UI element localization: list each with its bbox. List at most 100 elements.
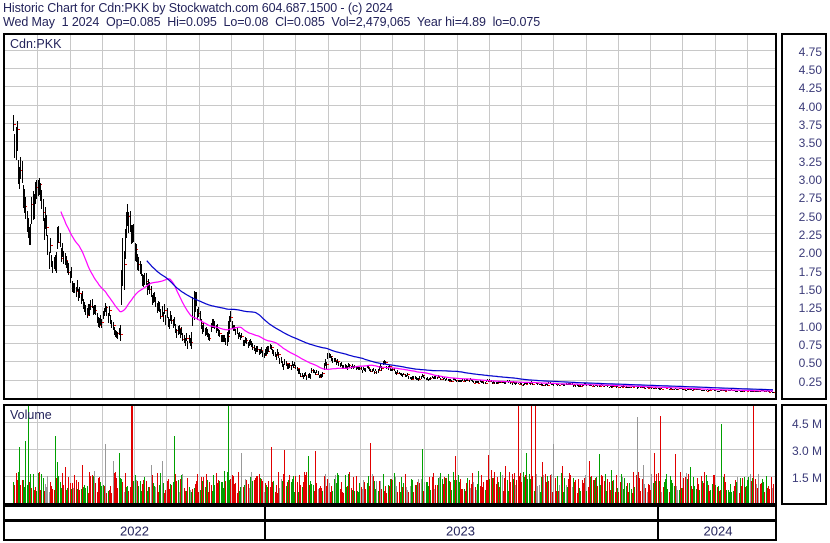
volume-bar (253, 480, 255, 503)
volume-bar (226, 472, 228, 503)
volume-bar (138, 485, 140, 503)
price-gridline (5, 251, 775, 253)
time-gridline (295, 35, 297, 398)
volume-bar (47, 475, 49, 503)
ohlc-bar (30, 223, 32, 246)
volume-bar (159, 484, 161, 503)
volume-bar (204, 487, 206, 503)
ohlc-bar (195, 292, 197, 306)
price-panel-label: Cdn:PKK (10, 37, 62, 51)
volume-bar (199, 489, 201, 503)
volume-bar (275, 485, 277, 503)
volume-bar (755, 483, 757, 503)
volume-bar (482, 486, 483, 503)
volume-bar (493, 478, 495, 503)
volume-bar (710, 489, 712, 503)
volume-bar (195, 481, 197, 503)
volume-bar (581, 480, 583, 503)
volume-bar (192, 489, 194, 503)
volume-bar (612, 481, 614, 503)
time-gridline (553, 35, 555, 398)
time-gridline (198, 406, 200, 503)
volume-bar (435, 485, 437, 503)
volume-bar (636, 416, 638, 503)
volume-bar (571, 486, 573, 503)
volume-bar (748, 477, 750, 503)
volume-bar (137, 481, 138, 503)
time-gridline (166, 35, 168, 398)
volume-bar (753, 406, 755, 503)
ohlc-bar (57, 226, 59, 249)
volume-bar (95, 482, 97, 503)
price-axis-tick-label: 4.00 (798, 99, 822, 114)
volume-bar (619, 481, 621, 503)
volume-bar (673, 486, 675, 503)
close-tick (231, 316, 234, 318)
volume-bar (81, 464, 83, 503)
volume-bar (579, 488, 580, 503)
price-gridline (5, 141, 775, 143)
ohlc-bar (22, 185, 24, 209)
close-tick (485, 382, 488, 384)
volume-bar (439, 477, 440, 503)
volume-bar (229, 479, 231, 503)
ohlc-bar (31, 196, 33, 225)
volume-bar (703, 483, 704, 503)
ohlc-bar (53, 257, 55, 270)
time-gridline (198, 35, 200, 398)
price-chart-panel[interactable]: Cdn:PKK (3, 33, 777, 400)
volume-bar (585, 474, 587, 503)
time-gridline (456, 406, 458, 503)
volume-bar (463, 488, 465, 503)
volume-bar (544, 474, 546, 503)
volume-bar (300, 485, 302, 503)
ohlc-bar (191, 331, 192, 350)
volume-bar (117, 487, 119, 503)
volume-bar (299, 475, 301, 503)
volume-bar (649, 485, 650, 503)
volume-bar (345, 486, 347, 503)
volume-bar (129, 487, 131, 503)
volume-bar (234, 483, 235, 503)
close-tick (271, 346, 274, 348)
time-gridline (69, 35, 71, 398)
volume-bar (635, 474, 637, 503)
volume-bar (33, 490, 35, 503)
volume-bar (730, 484, 731, 503)
volume-bar (272, 482, 274, 503)
volume-bar (639, 477, 641, 503)
volume-bar (317, 489, 319, 503)
ohlc-bar (511, 382, 513, 385)
volume-bar (480, 475, 482, 503)
volume-bar (173, 436, 175, 503)
ohlc-bar (46, 214, 48, 236)
volume-bar (706, 481, 708, 503)
ohlc-bar (70, 266, 72, 279)
volume-bar (418, 478, 420, 503)
volume-bar (240, 486, 242, 503)
volume-bar (242, 487, 244, 503)
volume-bar (278, 472, 280, 503)
volume-bar (269, 486, 271, 503)
volume-chart-panel[interactable]: Volume (3, 404, 777, 505)
volume-bar (219, 481, 221, 503)
volume-bar (353, 477, 355, 503)
volume-bar (297, 491, 299, 503)
volume-bar (608, 481, 610, 503)
volume-bar (141, 483, 143, 503)
volume-bar (296, 482, 298, 503)
volume-bar (188, 487, 190, 503)
volume-bar (393, 472, 395, 503)
time-gridline (392, 35, 393, 398)
volume-bar (46, 487, 48, 503)
ohlc-bar (33, 193, 35, 219)
time-gridline (585, 406, 587, 503)
volume-bar (245, 479, 247, 503)
volume-bar (107, 491, 109, 503)
volume-plot-area (5, 406, 775, 503)
time-gridline (134, 35, 135, 398)
time-gridline (488, 406, 490, 503)
volume-bar (543, 474, 545, 503)
price-axis-tick-label: 4.75 (798, 44, 822, 59)
